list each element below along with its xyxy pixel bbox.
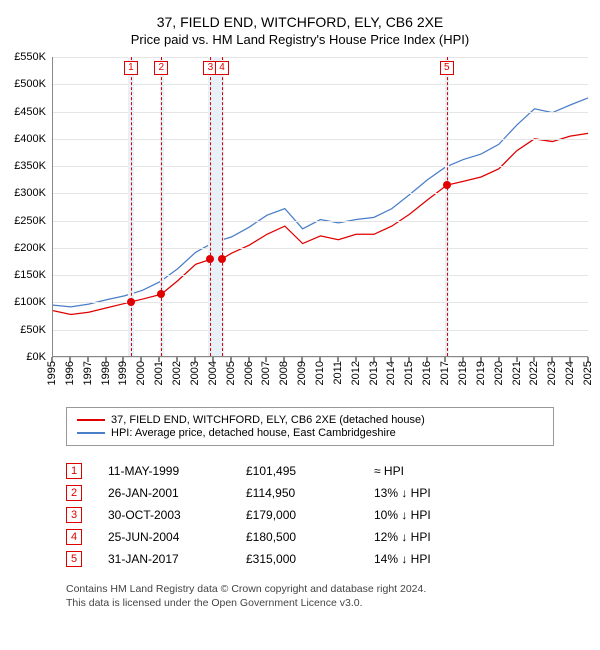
sale-vs-hpi: 12% ↓ HPI	[374, 530, 474, 544]
sale-marker-box: 5	[440, 61, 454, 75]
x-tick-label: 2022	[528, 361, 540, 385]
sale-dot	[127, 298, 135, 306]
sale-row: 3 30-OCT-2003 £179,000 10% ↓ HPI	[66, 504, 554, 526]
sale-price: £315,000	[246, 552, 366, 566]
x-tick-label: 2012	[350, 361, 362, 385]
sale-row: 2 26-JAN-2001 £114,950 13% ↓ HPI	[66, 482, 554, 504]
x-tick-label: 1996	[64, 361, 76, 385]
y-tick-label: £50K	[20, 324, 46, 336]
sale-dot	[443, 181, 451, 189]
sale-price: £114,950	[246, 486, 366, 500]
chart-area: £0K£50K£100K£150K£200K£250K£300K£350K£40…	[6, 57, 594, 357]
legend-label: HPI: Average price, detached house, East…	[111, 427, 396, 439]
x-tick-label: 2024	[564, 361, 576, 385]
sale-vs-hpi: 10% ↓ HPI	[374, 508, 474, 522]
x-tick-label: 2011	[332, 361, 344, 385]
x-tick-label: 2000	[135, 361, 147, 385]
y-tick-label: £0K	[26, 351, 46, 363]
legend: 37, FIELD END, WITCHFORD, ELY, CB6 2XE (…	[66, 407, 554, 446]
sale-dot	[157, 290, 165, 298]
chart-title: 37, FIELD END, WITCHFORD, ELY, CB6 2XE	[6, 14, 594, 30]
sale-marker-line	[210, 57, 211, 356]
footer-line-2: This data is licensed under the Open Gov…	[66, 596, 554, 610]
y-axis: £0K£50K£100K£150K£200K£250K£300K£350K£40…	[6, 57, 48, 357]
x-tick-label: 2008	[278, 361, 290, 385]
sale-vs-hpi: 14% ↓ HPI	[374, 552, 474, 566]
x-tick-label: 2009	[296, 361, 308, 385]
sale-price: £101,495	[246, 464, 366, 478]
sales-table: 1 11-MAY-1999 £101,495 ≈ HPI 2 26-JAN-2001 £11…	[66, 460, 554, 570]
x-tick-label: 2025	[582, 361, 594, 385]
sale-marker-line	[222, 57, 223, 356]
x-tick-label: 2006	[243, 361, 255, 385]
x-tick-label: 1999	[117, 361, 129, 385]
y-tick-label: £250K	[14, 215, 46, 227]
x-tick-label: 2019	[475, 361, 487, 385]
x-tick-label: 2004	[207, 361, 219, 385]
y-tick-label: £300K	[14, 187, 46, 199]
x-tick-label: 2010	[314, 361, 326, 385]
sale-dot	[218, 255, 226, 263]
x-tick-label: 2003	[189, 361, 201, 385]
x-tick-label: 1997	[82, 361, 94, 385]
sale-date: 31-JAN-2017	[108, 552, 238, 566]
x-tick-label: 2005	[225, 361, 237, 385]
x-tick-label: 2002	[171, 361, 183, 385]
x-tick-label: 2007	[260, 361, 272, 385]
y-tick-label: £500K	[14, 78, 46, 90]
sale-index-box: 3	[66, 507, 82, 523]
y-tick-label: £100K	[14, 296, 46, 308]
x-tick-label: 2021	[511, 361, 523, 385]
legend-label: 37, FIELD END, WITCHFORD, ELY, CB6 2XE (…	[111, 414, 425, 426]
x-tick-label: 1995	[46, 361, 58, 385]
legend-swatch	[77, 419, 105, 421]
sale-marker-box: 1	[124, 61, 138, 75]
sale-row: 5 31-JAN-2017 £315,000 14% ↓ HPI	[66, 548, 554, 570]
x-tick-label: 2018	[457, 361, 469, 385]
sale-vs-hpi: ≈ HPI	[374, 464, 474, 478]
x-tick-label: 2014	[385, 361, 397, 385]
sale-index-box: 2	[66, 485, 82, 501]
x-tick-label: 2016	[421, 361, 433, 385]
sale-index-box: 1	[66, 463, 82, 479]
y-tick-label: £450K	[14, 106, 46, 118]
x-tick-label: 1998	[100, 361, 112, 385]
footer-line-1: Contains HM Land Registry data © Crown c…	[66, 582, 554, 596]
x-tick-label: 2020	[493, 361, 505, 385]
sale-vs-hpi: 13% ↓ HPI	[374, 486, 474, 500]
sale-date: 25-JUN-2004	[108, 530, 238, 544]
y-tick-label: £150K	[14, 269, 46, 281]
legend-swatch	[77, 432, 105, 434]
sale-price: £179,000	[246, 508, 366, 522]
x-tick-label: 2023	[546, 361, 558, 385]
sale-index-box: 5	[66, 551, 82, 567]
x-tick-label: 2015	[403, 361, 415, 385]
sale-date: 26-JAN-2001	[108, 486, 238, 500]
sale-marker-line	[447, 57, 448, 356]
sale-marker-box: 2	[154, 61, 168, 75]
sale-index-box: 4	[66, 529, 82, 545]
chart-subtitle: Price paid vs. HM Land Registry's House …	[6, 32, 594, 47]
sale-dot	[206, 255, 214, 263]
y-tick-label: £550K	[14, 51, 46, 63]
sale-date: 30-OCT-2003	[108, 508, 238, 522]
footer-attribution: Contains HM Land Registry data © Crown c…	[66, 582, 554, 610]
x-tick-label: 2017	[439, 361, 451, 385]
x-tick-label: 2013	[368, 361, 380, 385]
y-tick-label: £200K	[14, 242, 46, 254]
y-tick-label: £400K	[14, 133, 46, 145]
sale-marker-line	[131, 57, 132, 356]
plot: 12345	[52, 57, 588, 357]
sale-row: 1 11-MAY-1999 £101,495 ≈ HPI	[66, 460, 554, 482]
sale-price: £180,500	[246, 530, 366, 544]
sale-date: 11-MAY-1999	[108, 464, 238, 478]
legend-item: 37, FIELD END, WITCHFORD, ELY, CB6 2XE (…	[77, 414, 543, 426]
y-tick-label: £350K	[14, 160, 46, 172]
sale-marker-box: 4	[215, 61, 229, 75]
sale-marker-line	[161, 57, 162, 356]
x-axis: 1995199619971998199920002001200220032004…	[52, 357, 588, 397]
sale-row: 4 25-JUN-2004 £180,500 12% ↓ HPI	[66, 526, 554, 548]
x-tick-label: 2001	[153, 361, 165, 385]
legend-item: HPI: Average price, detached house, East…	[77, 427, 543, 439]
